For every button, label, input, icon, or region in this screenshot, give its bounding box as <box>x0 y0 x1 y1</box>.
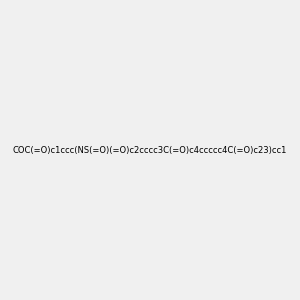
Text: COC(=O)c1ccc(NS(=O)(=O)c2cccc3C(=O)c4ccccc4C(=O)c23)cc1: COC(=O)c1ccc(NS(=O)(=O)c2cccc3C(=O)c4ccc… <box>13 146 287 154</box>
